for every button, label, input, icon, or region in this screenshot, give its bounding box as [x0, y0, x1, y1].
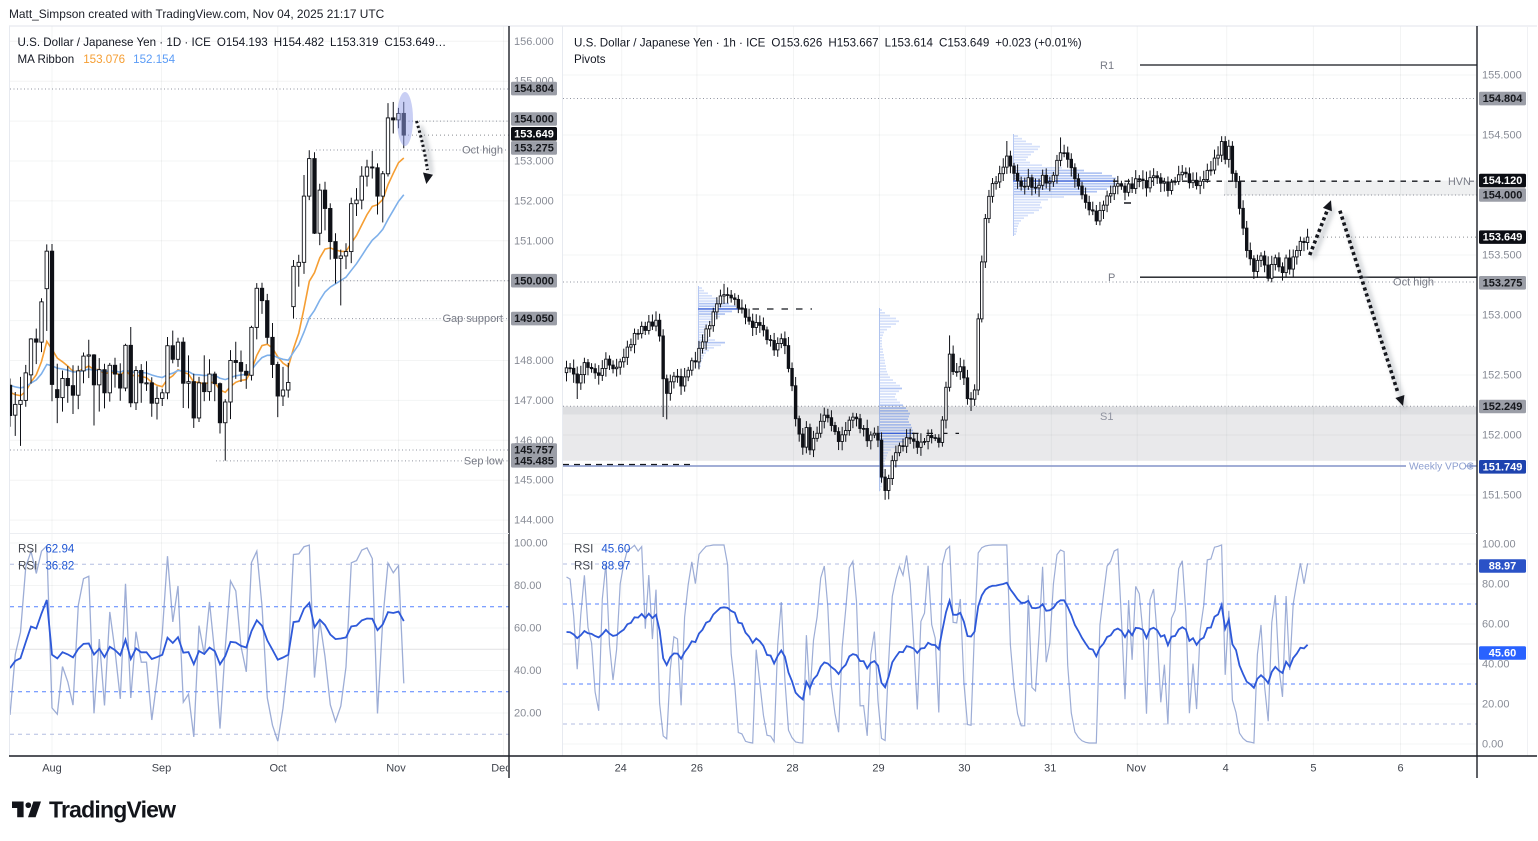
svg-text:153.500: 153.500 [1482, 250, 1522, 262]
svg-text:29: 29 [872, 763, 884, 775]
svg-text:20.00: 20.00 [514, 708, 542, 720]
svg-text:6: 6 [1397, 763, 1403, 775]
svg-text:154.804: 154.804 [514, 83, 555, 95]
svg-text:S1: S1 [1100, 411, 1113, 423]
svg-text:148.000: 148.000 [514, 355, 554, 367]
svg-text:Nov: Nov [386, 763, 406, 775]
svg-text:30: 30 [958, 763, 970, 775]
svg-text:40.00: 40.00 [514, 665, 542, 677]
svg-text:152.249: 152.249 [1483, 401, 1523, 413]
svg-text:153.275: 153.275 [514, 143, 554, 155]
svg-text:150.000: 150.000 [514, 275, 554, 287]
svg-text:80.00: 80.00 [1482, 579, 1510, 591]
svg-text:0.00: 0.00 [1482, 739, 1503, 751]
svg-text:154.120: 154.120 [1483, 175, 1523, 187]
svg-text:153.649: 153.649 [1483, 232, 1523, 244]
svg-text:155.000: 155.000 [1482, 70, 1522, 82]
svg-text:Sep low: Sep low [464, 455, 503, 467]
svg-text:153.000: 153.000 [514, 156, 554, 168]
svg-text:149.050: 149.050 [514, 313, 554, 325]
svg-text:145.757: 145.757 [514, 445, 554, 457]
svg-text:Oct: Oct [269, 763, 286, 775]
svg-text:154.804: 154.804 [1483, 93, 1524, 105]
svg-text:HVN: HVN [1448, 176, 1471, 188]
svg-text:U.S. Dollar / Japanese Yen · 1: U.S. Dollar / Japanese Yen · 1D · ICE O15… [18, 36, 447, 49]
svg-text:24: 24 [615, 763, 627, 775]
svg-text:TradingView: TradingView [49, 797, 176, 823]
svg-text:154.000: 154.000 [514, 114, 554, 126]
svg-text:Pivots: Pivots [574, 53, 606, 66]
svg-text:153.649: 153.649 [514, 128, 554, 140]
svg-text:Nov: Nov [1126, 763, 1146, 775]
svg-text:45.60: 45.60 [1489, 648, 1517, 660]
svg-text:156.000: 156.000 [514, 36, 554, 48]
svg-text:60.00: 60.00 [1482, 619, 1510, 631]
svg-text:151.500: 151.500 [1482, 490, 1522, 502]
svg-text:Dec: Dec [491, 763, 511, 775]
svg-text:145.000: 145.000 [514, 475, 554, 487]
svg-text:4: 4 [1223, 763, 1229, 775]
svg-text:154.500: 154.500 [1482, 130, 1522, 142]
svg-text:145.485: 145.485 [514, 455, 554, 467]
svg-text:151.749: 151.749 [1483, 461, 1523, 473]
svg-text:20.00: 20.00 [1482, 699, 1510, 711]
svg-text:Matt_Simpson created with Trad: Matt_Simpson created with TradingView.co… [9, 7, 385, 21]
svg-text:Aug: Aug [42, 763, 62, 775]
svg-text:26: 26 [691, 763, 703, 775]
svg-text:80.00: 80.00 [514, 580, 542, 592]
svg-text:152.000: 152.000 [1482, 430, 1522, 442]
svg-text:5: 5 [1310, 763, 1316, 775]
svg-text:151.000: 151.000 [514, 235, 554, 247]
svg-text:U.S. Dollar / Japanese Yen · 1: U.S. Dollar / Japanese Yen · 1h · ICE O15… [574, 37, 1082, 50]
svg-text:Gap support: Gap support [442, 313, 503, 325]
svg-text:40.00: 40.00 [1482, 659, 1510, 671]
svg-text:153.000: 153.000 [1482, 310, 1522, 322]
svg-text:R1: R1 [1100, 60, 1114, 72]
svg-text:100.00: 100.00 [1482, 539, 1516, 551]
svg-text:154.000: 154.000 [1483, 190, 1523, 202]
svg-text:100.00: 100.00 [514, 538, 548, 550]
svg-text:88.97: 88.97 [1489, 561, 1517, 573]
svg-text:Oct high: Oct high [462, 145, 503, 157]
svg-text:Oct high: Oct high [1393, 277, 1434, 289]
svg-text:Sep: Sep [152, 763, 172, 775]
svg-text:60.00: 60.00 [514, 623, 542, 635]
svg-text:28: 28 [786, 763, 798, 775]
svg-text:31: 31 [1044, 763, 1056, 775]
svg-text:152.500: 152.500 [1482, 370, 1522, 382]
svg-text:153.275: 153.275 [1483, 277, 1523, 289]
svg-text:144.000: 144.000 [514, 515, 554, 527]
svg-text:152.000: 152.000 [514, 195, 554, 207]
svg-text:Weekly VPOC: Weekly VPOC [1409, 462, 1474, 473]
svg-text:P: P [1108, 272, 1115, 284]
svg-text:147.000: 147.000 [514, 395, 554, 407]
